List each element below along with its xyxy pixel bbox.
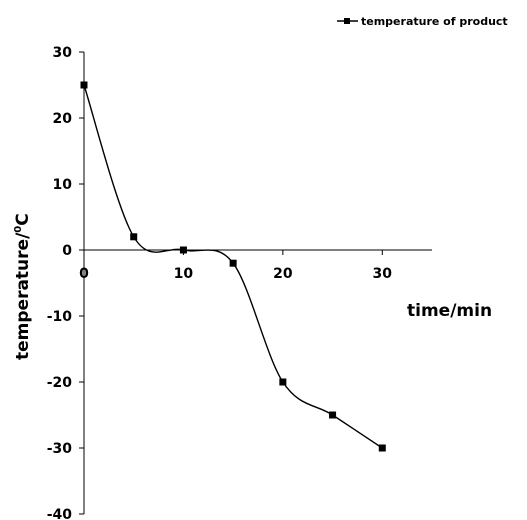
- y-tick-label: 20: [53, 111, 73, 127]
- data-point-marker: [130, 233, 138, 241]
- x-tick-label: 0: [79, 266, 89, 282]
- y-axis-title-main: temperature/: [13, 232, 33, 360]
- y-tick-label: -40: [47, 507, 73, 520]
- y-tick-label: 0: [62, 243, 72, 259]
- ticks: 30 20 10 0 -10 -20 -30 -40 0 10 20 30: [47, 45, 393, 520]
- data-point-marker: [279, 378, 287, 386]
- data-point-marker: [378, 444, 386, 452]
- y-tick-label: -30: [47, 441, 73, 457]
- data-point-marker: [329, 411, 337, 419]
- y-axis-title-superscript: 0: [13, 226, 24, 233]
- legend-marker: [344, 18, 350, 24]
- x-tick-label: 10: [174, 266, 194, 282]
- data-point-marker: [80, 81, 88, 89]
- y-tick-label: 10: [53, 177, 73, 193]
- y-tick-label: 30: [53, 45, 73, 61]
- x-tick-label: 20: [273, 266, 293, 282]
- legend-label: temperature of product: [361, 15, 508, 28]
- data-point-marker: [179, 246, 187, 254]
- y-axis-title: temperature/0C: [13, 213, 33, 360]
- x-axis-title: time/min: [407, 301, 492, 321]
- y-tick-label: -10: [47, 309, 73, 325]
- y-tick-label: -20: [47, 375, 73, 391]
- y-axis-title-unit: C: [13, 213, 33, 225]
- x-tick-label: 30: [373, 266, 393, 282]
- legend: temperature of product: [337, 15, 508, 28]
- data-point-marker: [229, 259, 237, 267]
- series-markers: [80, 81, 386, 452]
- axes: [83, 52, 432, 514]
